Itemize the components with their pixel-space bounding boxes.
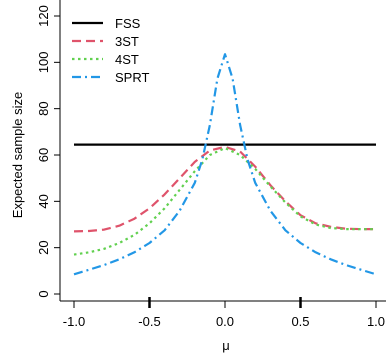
legend-label-4st: 4ST [115,52,139,67]
legend-label-fss: FSS [115,16,141,31]
x-tick-label: 0.5 [291,314,309,329]
x-tick-label: -0.5 [138,314,160,329]
x-axis-title: μ [222,338,230,353]
series-line-sprt [73,53,377,276]
y-tick-label: 120 [36,5,51,27]
y-tick-label: 40 [36,194,51,208]
legend-label-3st: 3ST [115,34,139,49]
plot-area [73,53,377,276]
x-tick-label: 0.0 [216,314,234,329]
legend-label-sprt: SPRT [115,70,149,85]
axes: 0 20 40 60 80 100 120 -1.0 -0.5 0.0 0.5 1.0 [36,0,386,329]
y-tick-label: 0 [36,290,51,297]
x-tick-label: -1.0 [63,314,85,329]
y-tick-label: 80 [36,101,51,115]
legend: FSS 3ST 4ST SPRT [72,16,149,85]
y-tick-label: 20 [36,240,51,254]
y-tick-label: 60 [36,148,51,162]
y-tick-label: 100 [36,51,51,73]
x-tick-label: 1.0 [367,314,385,329]
y-axis-title: Expected sample size [10,92,25,218]
series-line-3st [73,145,376,233]
